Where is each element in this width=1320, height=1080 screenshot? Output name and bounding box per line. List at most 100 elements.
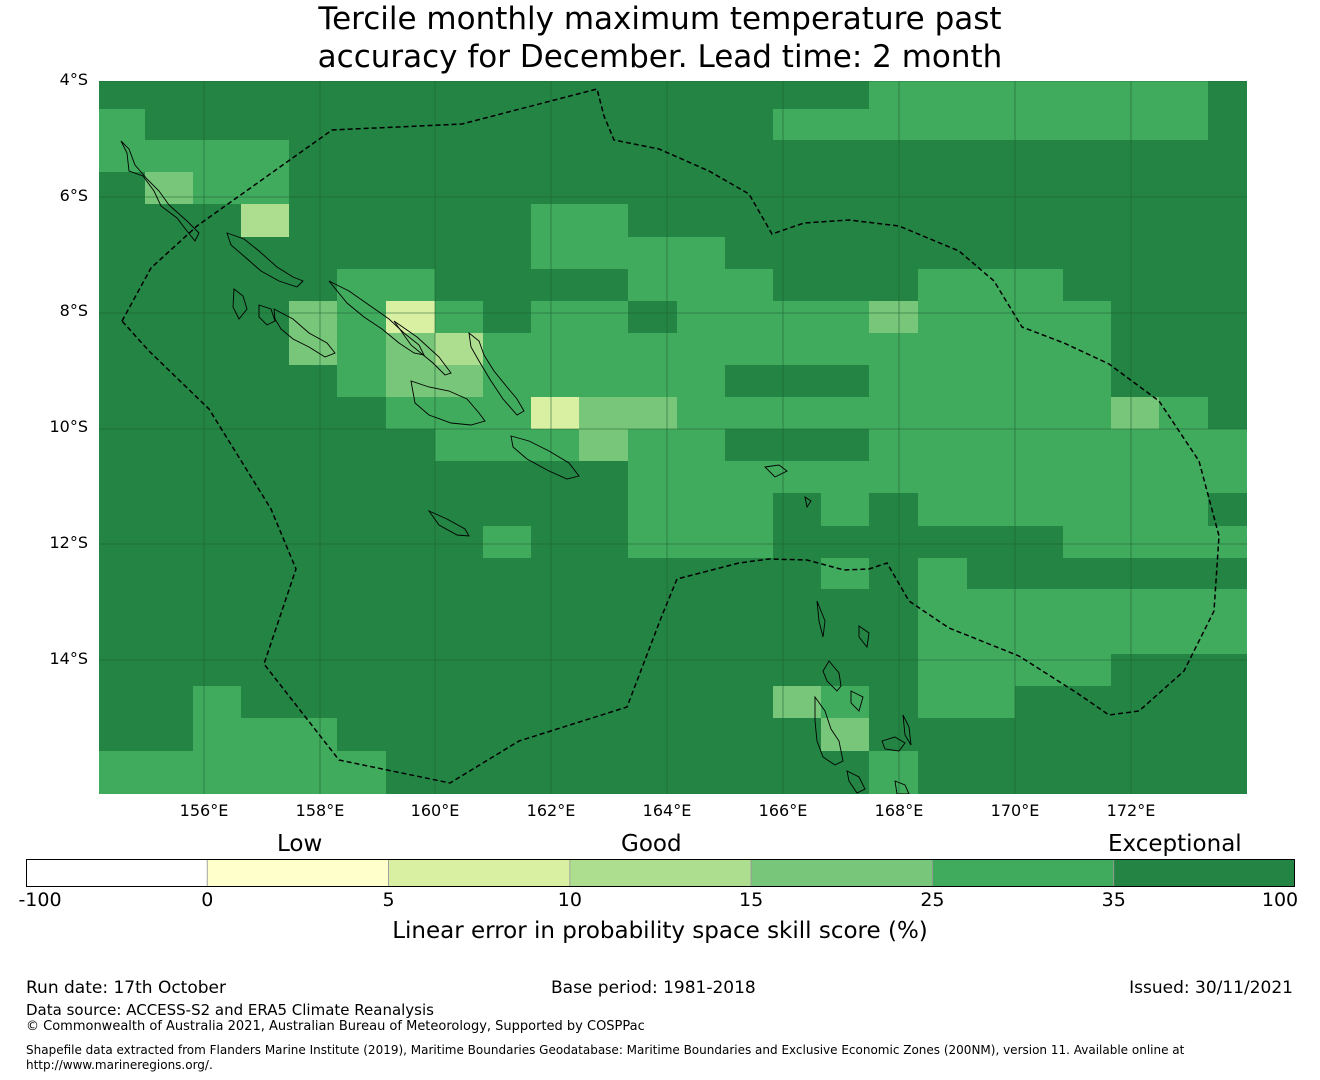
skill-cell xyxy=(386,365,483,397)
colorbar-segment xyxy=(932,859,1115,887)
title-line-1: Tercile monthly maximum temperature past xyxy=(318,1,1002,37)
island-outline xyxy=(410,380,486,426)
skill-cell xyxy=(869,301,918,333)
island-outline xyxy=(232,288,248,320)
island-outline xyxy=(816,600,826,638)
skill-cell xyxy=(1208,526,1247,558)
base-period: Base period: 1981-2018 xyxy=(551,978,756,998)
skill-cell xyxy=(869,109,1159,140)
skill-cell xyxy=(773,686,821,718)
skill-cell xyxy=(821,718,869,751)
longitude-label: 166°E xyxy=(758,801,808,820)
island-outline xyxy=(764,464,788,478)
colorbar-tick-label: 35 xyxy=(1101,889,1126,911)
island-outline xyxy=(804,496,812,509)
skill-cell xyxy=(918,654,1015,718)
skill-cell xyxy=(628,461,773,558)
island-outline xyxy=(902,714,912,746)
skill-cell xyxy=(579,397,677,429)
latitude-label: 14°S xyxy=(49,649,88,668)
island-outline xyxy=(881,736,906,752)
colorbar-tick-label: 25 xyxy=(920,889,945,911)
longitude-label: 168°E xyxy=(874,801,924,820)
island-outline xyxy=(858,625,870,649)
colorbar xyxy=(26,859,1295,887)
longitude-label: 156°E xyxy=(179,801,229,820)
island-outline xyxy=(822,660,842,692)
colorbar-segment xyxy=(569,859,752,887)
skill-cell xyxy=(1111,493,1208,558)
skill-cell xyxy=(918,493,1063,526)
island-outline xyxy=(510,435,580,480)
latitude-label: 4°S xyxy=(59,70,88,89)
colorbar-segment xyxy=(750,859,933,887)
skill-cell xyxy=(145,172,193,204)
skill-cell xyxy=(386,397,483,429)
colorbar-segment xyxy=(388,859,571,887)
skill-cell xyxy=(579,301,628,397)
skill-cell xyxy=(1111,589,1247,654)
skill-cell xyxy=(435,429,579,461)
skill-cell xyxy=(918,558,967,589)
skill-cell xyxy=(1015,365,1111,397)
island-outline xyxy=(468,331,525,416)
colorbar-segment xyxy=(26,859,208,887)
island-outline xyxy=(846,770,866,794)
data-source: Data source: ACCESS-S2 and ERA5 Climate … xyxy=(26,1001,434,1019)
skill-cell xyxy=(241,204,289,237)
latitude-label: 12°S xyxy=(49,533,88,552)
skill-cell xyxy=(386,301,435,333)
colorbar-tick-label: -100 xyxy=(18,889,62,911)
skill-cell xyxy=(773,333,869,365)
skill-cell xyxy=(531,204,579,269)
skill-cell xyxy=(821,301,869,333)
skill-cell xyxy=(193,718,337,794)
skill-cell xyxy=(869,81,1208,109)
colorbar-label: Linear error in probability space skill … xyxy=(392,918,928,944)
island-outline xyxy=(120,140,200,242)
skill-cell xyxy=(869,751,918,794)
colorbar-segment xyxy=(1113,859,1295,887)
latitude-label: 6°S xyxy=(59,186,88,205)
skill-cell xyxy=(1063,493,1111,558)
skill-cell xyxy=(918,269,1015,333)
colorbar-segment xyxy=(206,859,389,887)
skill-cell xyxy=(869,429,1015,493)
island-outline xyxy=(328,280,425,356)
island-outline xyxy=(273,308,336,358)
colorbar-tick-label: 15 xyxy=(739,889,764,911)
skill-cell xyxy=(337,751,386,794)
skill-cell xyxy=(337,333,386,397)
skill-cell xyxy=(677,237,725,333)
skill-cell xyxy=(193,140,241,172)
shapefile-credit-line2: http://www.marineregions.org/. xyxy=(26,1058,213,1072)
island-outline xyxy=(427,509,470,537)
skill-cell xyxy=(1111,397,1159,429)
skill-cell xyxy=(821,397,918,429)
longitude-label: 160°E xyxy=(410,801,460,820)
map-title: Tercile monthly maximum temperature past… xyxy=(0,0,1320,76)
skill-cell xyxy=(967,365,1015,397)
island-outline xyxy=(393,320,452,376)
colorbar-tick-label: 100 xyxy=(1261,889,1299,911)
issued-date: Issued: 30/11/2021 xyxy=(1129,978,1293,998)
skill-cell xyxy=(628,333,677,397)
skill-cell xyxy=(531,397,579,429)
category-low: Low xyxy=(277,831,323,857)
longitude-label: 170°E xyxy=(990,801,1040,820)
island-outline xyxy=(226,232,304,288)
colorbar-tick-label: 5 xyxy=(382,889,395,911)
skill-cell xyxy=(1159,109,1208,140)
skill-cell xyxy=(821,493,869,526)
skill-cell xyxy=(193,172,241,204)
island-outline xyxy=(814,695,844,766)
title-line-2: accuracy for December. Lead time: 2 mont… xyxy=(317,39,1003,75)
skill-cell xyxy=(99,109,145,172)
longitude-label: 158°E xyxy=(295,801,345,820)
skill-cell xyxy=(628,429,725,461)
longitude-label: 164°E xyxy=(642,801,692,820)
skill-cell xyxy=(99,751,193,794)
skill-cell xyxy=(821,558,869,589)
latitude-label: 10°S xyxy=(49,417,88,436)
skill-map xyxy=(99,81,1247,794)
